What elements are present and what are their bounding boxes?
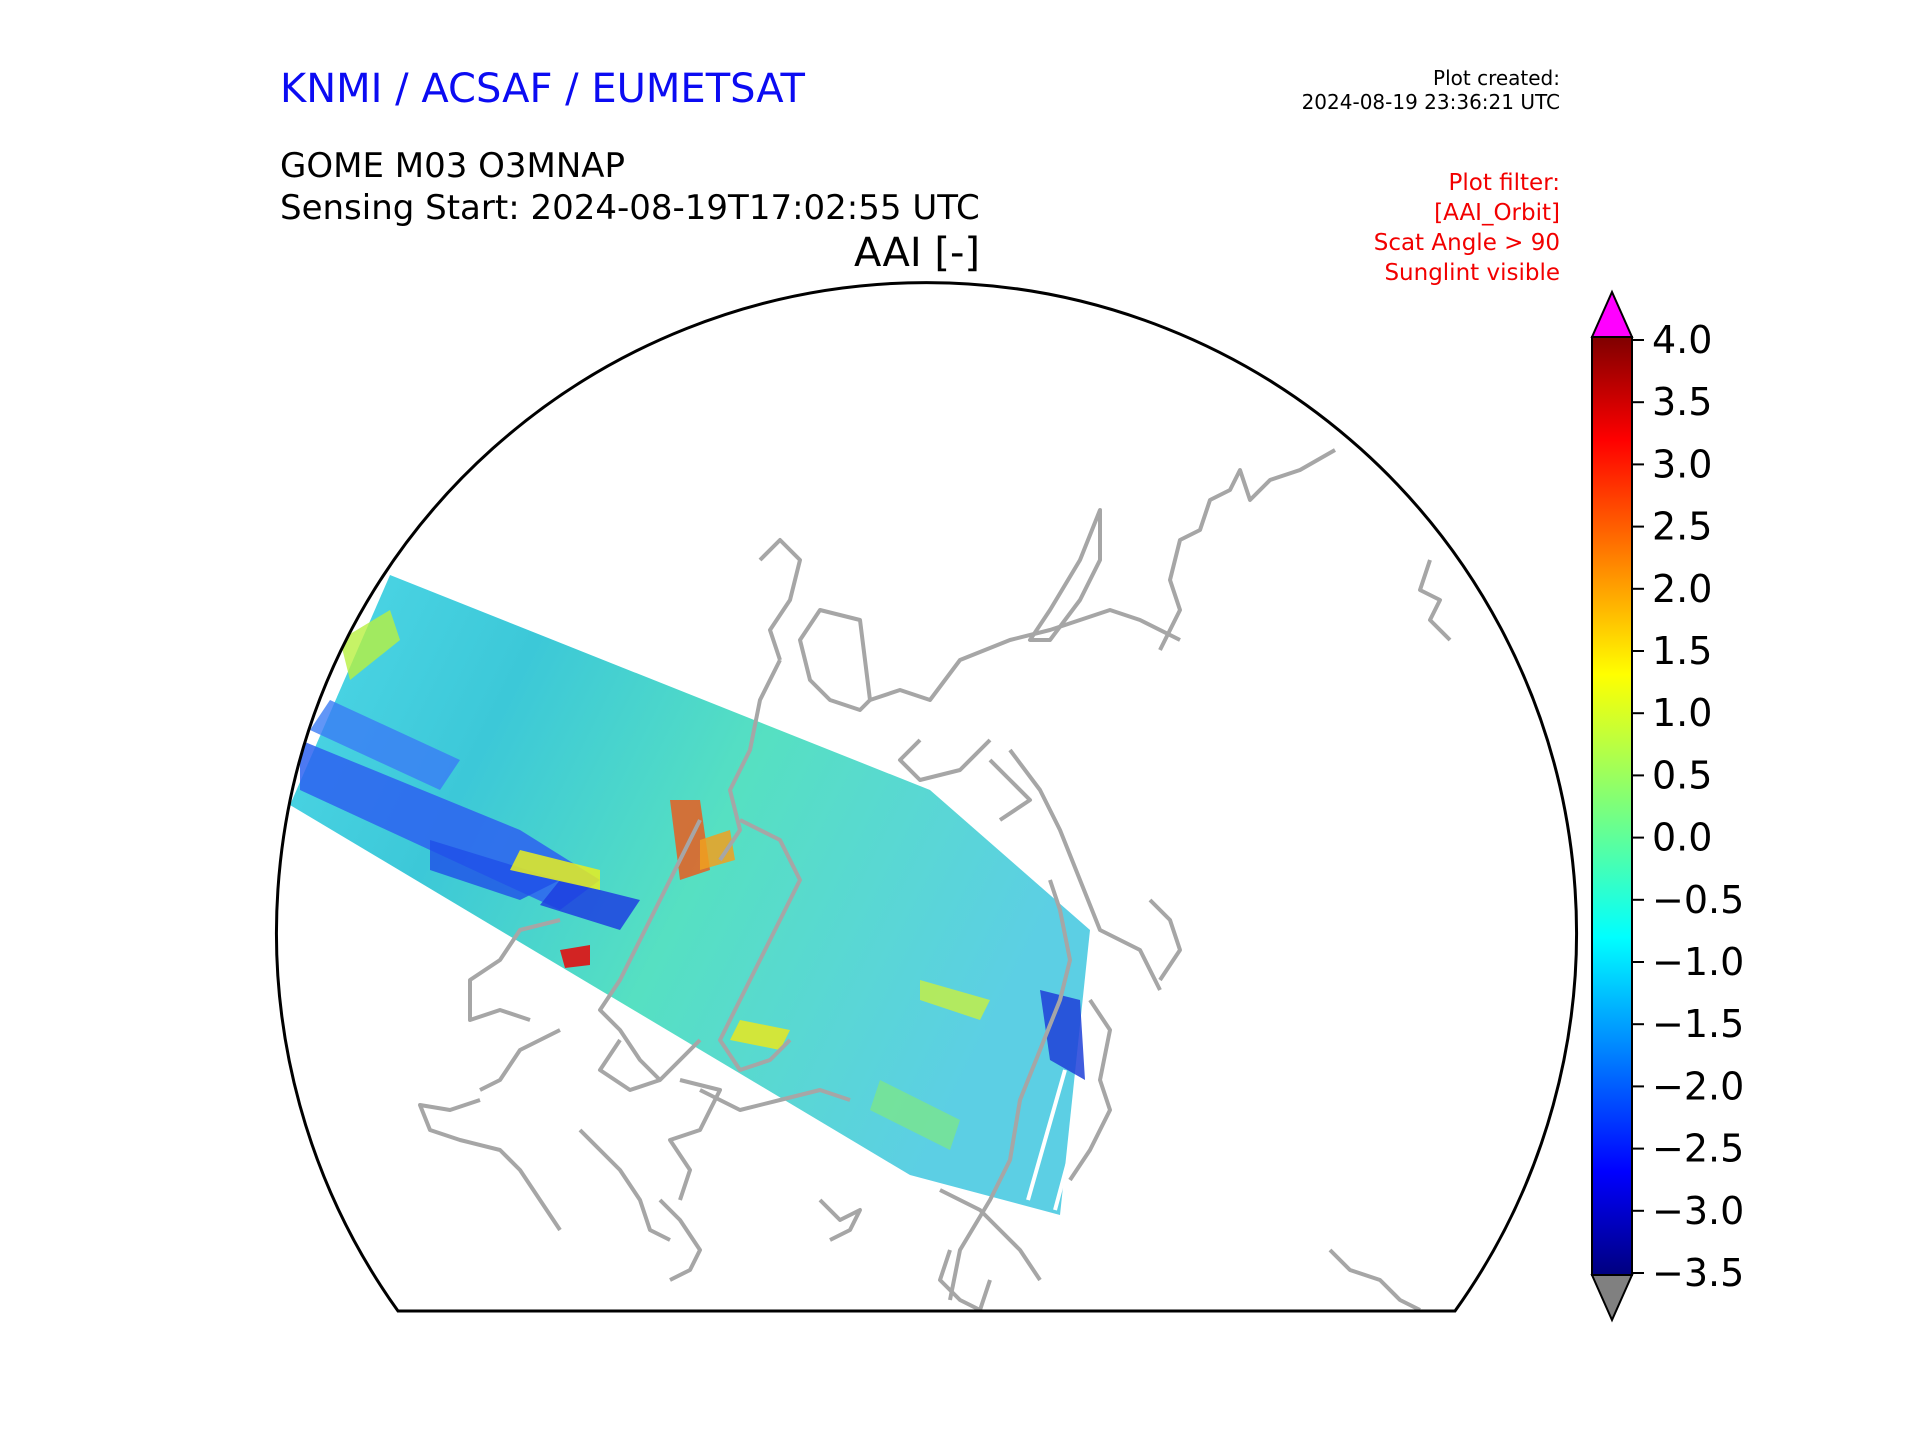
colorbar-tick-label: −3.0 — [1652, 1189, 1744, 1233]
colorbar-tick-label: 1.5 — [1652, 629, 1712, 673]
colorbar-tick-label: 0.0 — [1652, 816, 1712, 860]
colorbar-gradient — [1591, 336, 1633, 1276]
product-name: GOME M03 O3MNAP — [280, 146, 626, 186]
plot-filter-line: Scat Angle > 90 — [1373, 230, 1560, 256]
sensing-start: Sensing Start: 2024-08-19T17:02:55 UTC — [280, 188, 980, 228]
colorbar-tick-label: 2.5 — [1652, 505, 1712, 549]
header-organisation: KNMI / ACSAF / EUMETSAT — [280, 66, 805, 112]
coastlines — [418, 448, 1452, 1311]
colorbar-tick-label: −2.0 — [1652, 1064, 1744, 1108]
colorbar-tick-label: −2.5 — [1652, 1127, 1744, 1171]
plot-created-label: Plot created: — [1433, 66, 1560, 90]
plot-filter-line: Sunglint visible — [1384, 260, 1560, 286]
plot-filter-line: Plot filter: — [1448, 170, 1560, 196]
colorbar: 4.0 3.5 3.0 2.5 2.0 1.5 1.0 0.5 0.0 −0.5 −1.0 −1.5 −… — [1590, 289, 1744, 1323]
colorbar-tick-label: 0.5 — [1652, 753, 1712, 797]
plot-created-time: 2024-08-19 23:36:21 UTC — [1301, 90, 1560, 114]
map-boundary — [275, 281, 1578, 1313]
plot-filter-line: [AAI_Orbit] — [1434, 200, 1560, 226]
colorbar-tick-label: −0.5 — [1652, 878, 1744, 922]
colorbar-tick-label: 4.0 — [1652, 318, 1712, 362]
colorbar-tick-label: −1.0 — [1652, 940, 1744, 984]
colorbar-tick-label: −3.5 — [1652, 1251, 1744, 1295]
colorbar-under-triangle — [1590, 1274, 1634, 1323]
colorbar-tick-label: 3.5 — [1652, 380, 1712, 424]
colorbar-tick-label: 1.0 — [1652, 691, 1712, 735]
colorbar-tick-label: −1.5 — [1652, 1002, 1744, 1046]
colorbar-over-triangle — [1590, 289, 1634, 338]
map-area — [290, 448, 1452, 1311]
aai-swath — [290, 575, 1092, 1215]
variable-title: AAI [-] — [854, 230, 980, 276]
colorbar-tick-label: 3.0 — [1652, 442, 1712, 486]
colorbar-tick-label: 2.0 — [1652, 567, 1712, 611]
